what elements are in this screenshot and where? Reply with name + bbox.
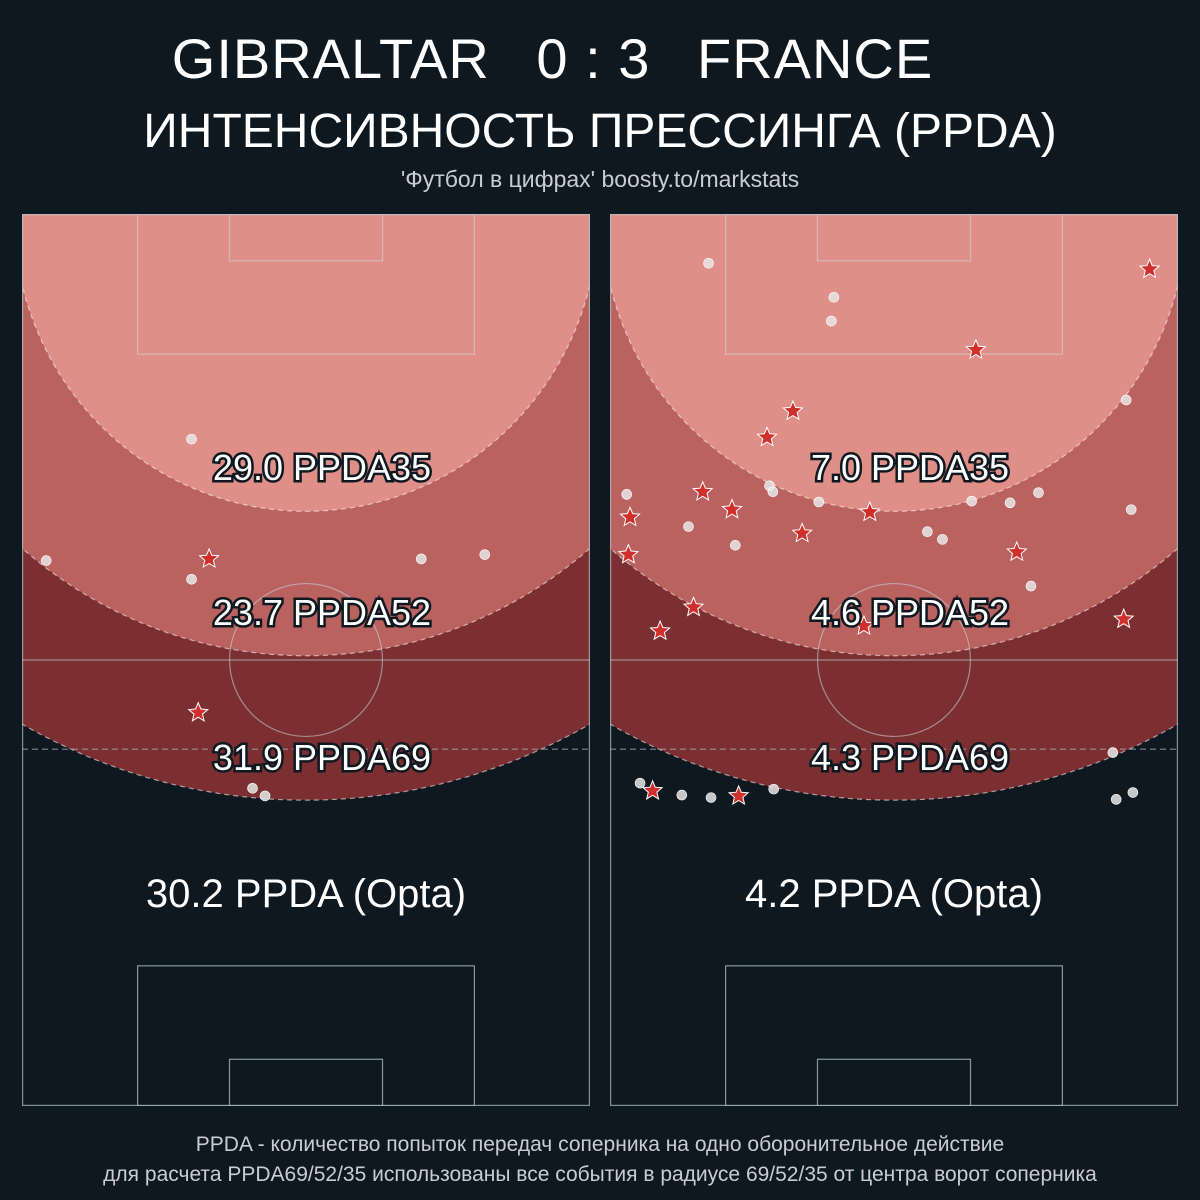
event-star bbox=[617, 543, 640, 564]
goal-area-top bbox=[228, 214, 384, 262]
zone-69-boundary bbox=[22, 723, 590, 801]
zone-35-boundary bbox=[22, 281, 590, 512]
center-circle bbox=[816, 582, 972, 738]
event-star bbox=[682, 595, 705, 617]
event-star bbox=[782, 399, 804, 421]
zone-52-boundary bbox=[22, 547, 590, 657]
home-team-name: GIBRALTAR bbox=[171, 27, 490, 90]
footer-line-1: PPDA - количество попыток передач соперн… bbox=[195, 1133, 1005, 1156]
goal-area-top bbox=[816, 214, 972, 262]
event-dot bbox=[922, 526, 933, 538]
pitch-gibraltar: 29.0 PPDA35 23.7 PPDA52 31.9 PPDA69 30.2 PP… bbox=[22, 214, 590, 1106]
event-star bbox=[756, 426, 778, 447]
event-dot bbox=[683, 521, 694, 532]
event-star bbox=[965, 338, 987, 360]
event-dot bbox=[768, 783, 780, 795]
event-dot bbox=[634, 777, 646, 789]
zone-69-boundary bbox=[610, 723, 1178, 801]
event-dot bbox=[1125, 504, 1137, 515]
event-star bbox=[721, 498, 743, 519]
score-numbers: 0 : 3 bbox=[536, 26, 650, 91]
penalty-area-bottom bbox=[725, 965, 1063, 1106]
away-team-name: FRANCE bbox=[696, 27, 934, 90]
event-star bbox=[791, 522, 813, 543]
event-star bbox=[641, 779, 664, 800]
event-dot bbox=[676, 789, 688, 801]
opta-ppda-label: 30.2 PPDA (Opta) bbox=[146, 872, 466, 916]
event-dot bbox=[1120, 394, 1132, 406]
event-dot bbox=[40, 555, 52, 566]
event-dot bbox=[966, 495, 977, 507]
footer-notes: PPDA - количество попыток передач соперн… bbox=[0, 1130, 1200, 1190]
event-dot bbox=[1110, 794, 1122, 805]
event-dot bbox=[705, 792, 717, 803]
event-star bbox=[1138, 257, 1161, 279]
penalty-area-top bbox=[137, 214, 475, 355]
event-star bbox=[619, 506, 641, 527]
footer-line-2: для расчета PPDA69/52/35 использованы вс… bbox=[103, 1163, 1097, 1186]
match-score: GIBRALTAR 0 : 3 FRANCE bbox=[0, 26, 1105, 91]
zone-label-ppda52: 23.7 PPDA52 bbox=[213, 592, 431, 633]
pitch-outline bbox=[610, 214, 1178, 1106]
event-dot bbox=[826, 315, 837, 327]
zone-label-ppda35: 29.0 PPDA35 bbox=[213, 447, 431, 488]
event-star bbox=[727, 784, 750, 806]
chart-title: ИНТЕНСИВНОСТЬ ПРЕССИНГА (PPDA) bbox=[143, 105, 1057, 158]
penalty-area-top bbox=[725, 214, 1063, 355]
event-star bbox=[859, 500, 881, 522]
zone-35 bbox=[22, 214, 590, 512]
event-star bbox=[853, 614, 875, 636]
zone-label-ppda69: 4.3 PPDA69 bbox=[811, 737, 1009, 778]
event-star bbox=[691, 480, 714, 501]
event-dot bbox=[186, 433, 197, 445]
zone-35 bbox=[610, 214, 1178, 512]
zone-52-boundary bbox=[610, 547, 1178, 657]
event-dot bbox=[1004, 497, 1016, 509]
event-star bbox=[1112, 607, 1135, 629]
goal-area-bottom bbox=[816, 1058, 972, 1106]
zone-35-boundary bbox=[610, 281, 1178, 512]
event-dot bbox=[1025, 580, 1037, 592]
event-dot bbox=[415, 553, 427, 565]
pitch-france: 7.0 PPDA35 4.6 PPDA52 4.3 PPDA69 4.2 PPDA (… bbox=[610, 214, 1178, 1106]
event-dot bbox=[621, 489, 633, 500]
center-circle bbox=[228, 582, 384, 738]
opta-ppda-label: 4.2 PPDA (Opta) bbox=[745, 872, 1043, 916]
event-dot bbox=[1107, 747, 1119, 758]
zone-label-ppda69: 31.9 PPDA69 bbox=[213, 737, 431, 778]
event-dot bbox=[259, 790, 271, 802]
event-star bbox=[187, 701, 210, 722]
event-dot bbox=[186, 573, 197, 585]
penalty-area-bottom bbox=[137, 965, 475, 1106]
event-dot bbox=[703, 257, 714, 269]
goal-area-bottom bbox=[228, 1058, 384, 1106]
chart-subtitle: 'Футбол в цифрах' boosty.to/markstats bbox=[400, 166, 800, 192]
event-dot bbox=[767, 486, 779, 498]
event-dot bbox=[813, 496, 825, 508]
event-dot bbox=[479, 549, 491, 560]
away-score: 3 bbox=[618, 27, 651, 90]
event-star bbox=[198, 547, 220, 569]
score-separator: : bbox=[585, 27, 602, 90]
event-star bbox=[1006, 540, 1028, 562]
event-dot bbox=[247, 782, 258, 794]
event-dot bbox=[729, 540, 741, 551]
zone-label-ppda35: 7.0 PPDA35 bbox=[811, 447, 1009, 488]
home-score: 0 bbox=[536, 27, 569, 90]
pitch-outline bbox=[22, 214, 590, 1106]
event-dot bbox=[937, 534, 948, 545]
event-dot bbox=[828, 291, 840, 303]
event-star bbox=[649, 619, 671, 641]
event-dot bbox=[1127, 787, 1139, 798]
zone-label-ppda52: 4.6 PPDA52 bbox=[811, 592, 1009, 633]
event-dot bbox=[1033, 487, 1044, 498]
